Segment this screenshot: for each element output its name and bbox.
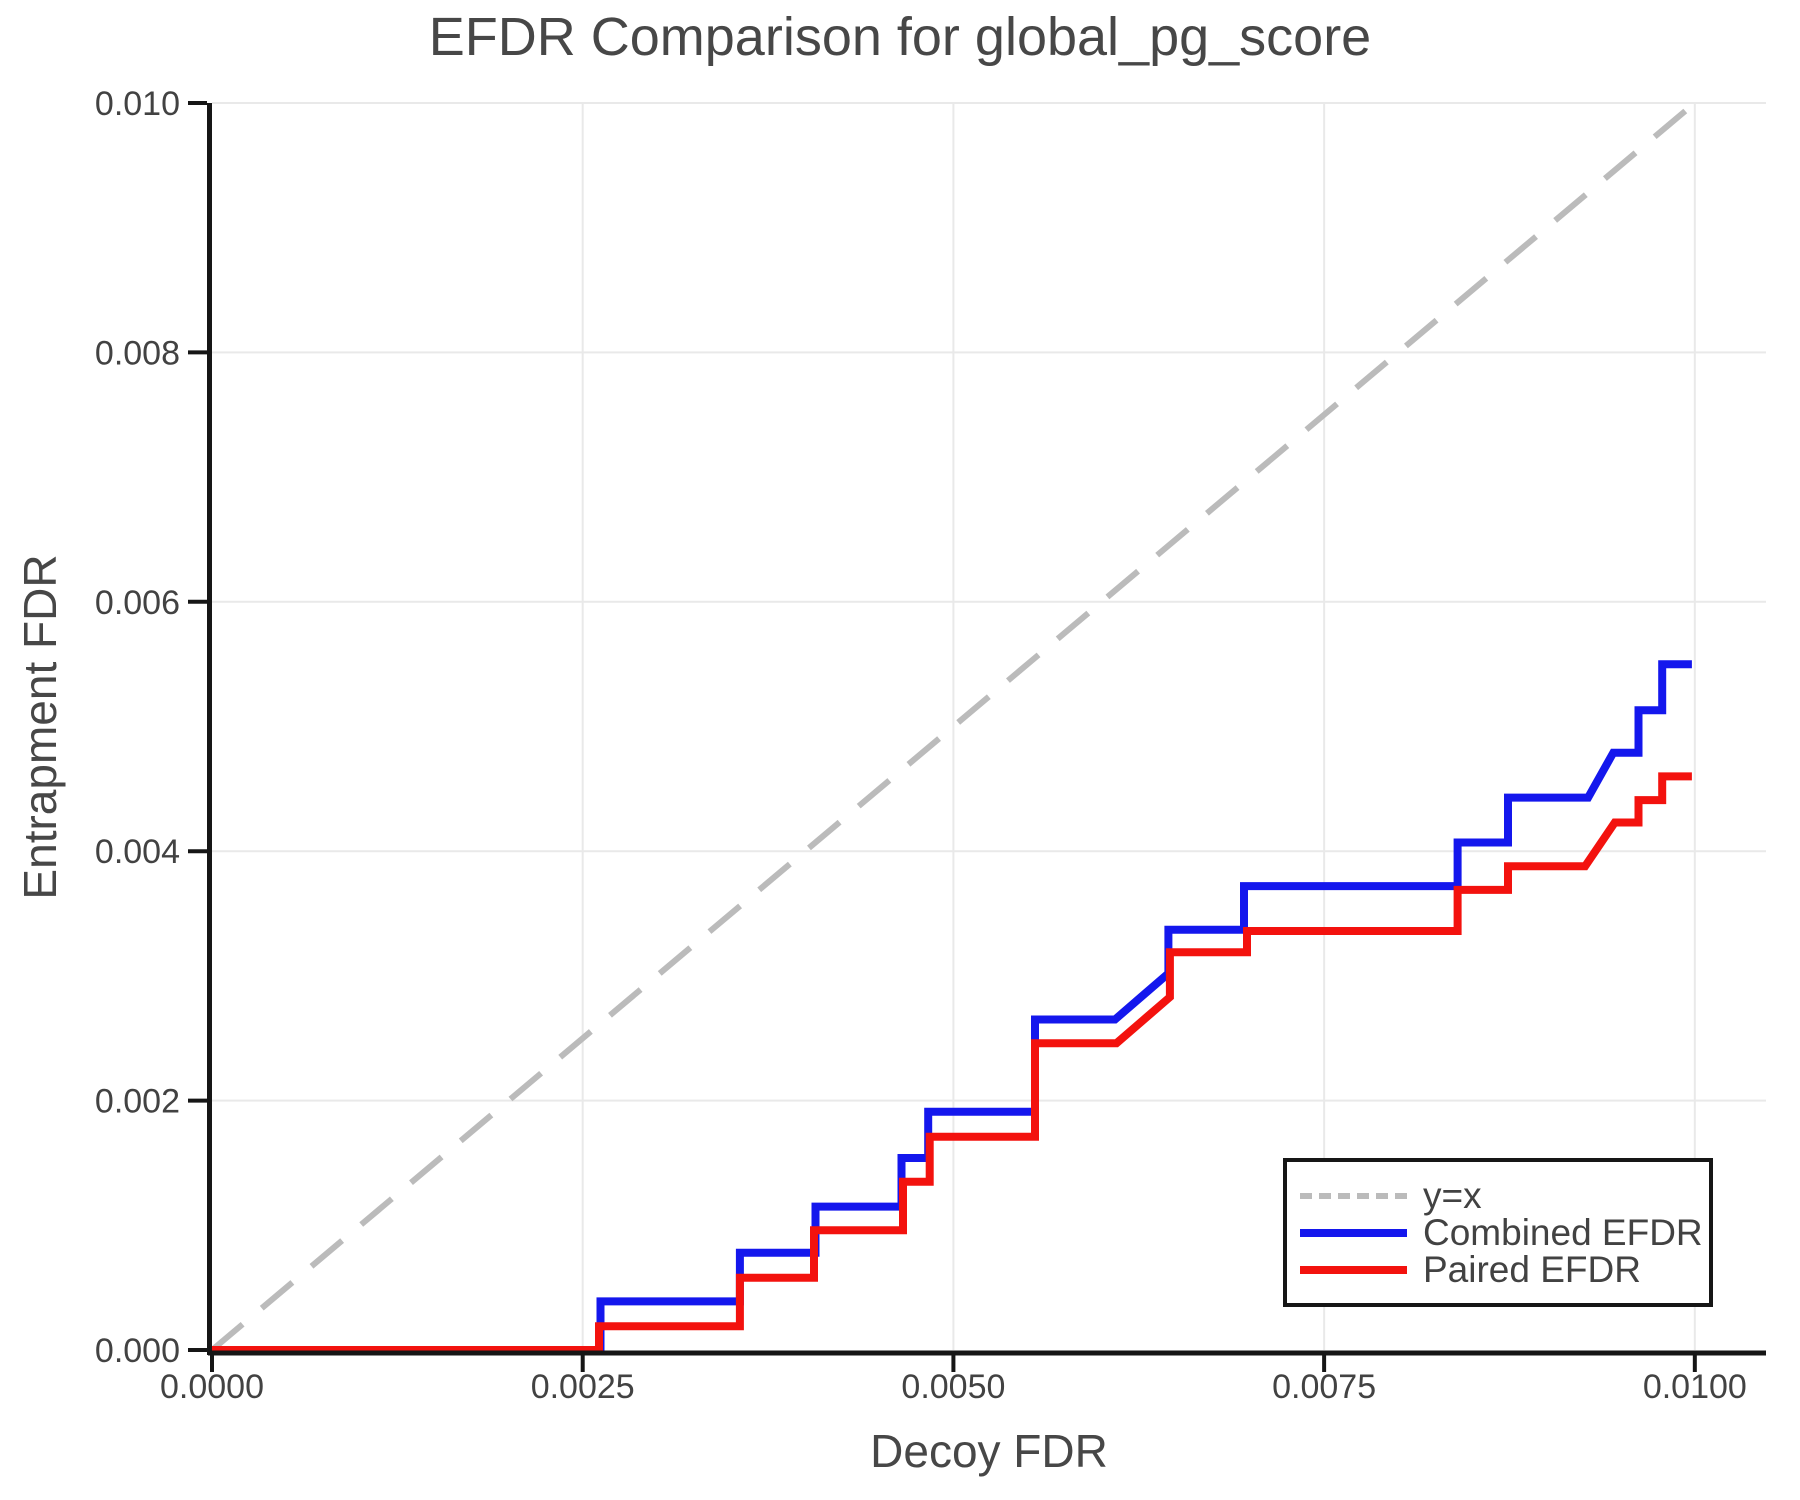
x-tick-label: 0.0000 (160, 1368, 264, 1406)
y-tick-label: 0.004 (95, 833, 180, 871)
y-tick-label: 0.000 (95, 1332, 180, 1370)
y-tick-label: 0.008 (95, 334, 180, 372)
legend-line-sample (1300, 1192, 1407, 1199)
legend-label: y=x (1423, 1175, 1482, 1216)
legend-row: Paired EFDR (1300, 1251, 1709, 1288)
paired-efdr-line (212, 772, 1692, 1354)
x-tick-label: 0.0100 (1643, 1368, 1747, 1406)
y-tick-label: 0.006 (95, 584, 180, 622)
x-tick-label: 0.0075 (1272, 1368, 1376, 1406)
legend-row: y=x (1300, 1177, 1709, 1214)
y-axis-label: Entrapment FDR (14, 554, 66, 900)
x-tick-label: 0.0050 (901, 1368, 1005, 1406)
legend-line-sample (1300, 1265, 1407, 1274)
legend: y=x Combined EFDR Paired EFDR (1283, 1158, 1713, 1307)
x-tick-label: 0.0025 (531, 1368, 635, 1406)
y-tick-label: 0.010 (95, 85, 180, 123)
legend-label: Paired EFDR (1423, 1249, 1641, 1290)
x-axis-label: Decoy FDR (870, 1425, 1108, 1477)
chart-title: EFDR Comparison for global_pg_score (428, 7, 1372, 67)
y-tick-label: 0.002 (95, 1083, 180, 1121)
legend-row: Combined EFDR (1300, 1214, 1709, 1251)
legend-label: Combined EFDR (1423, 1212, 1703, 1253)
legend-line-sample (1300, 1228, 1407, 1237)
